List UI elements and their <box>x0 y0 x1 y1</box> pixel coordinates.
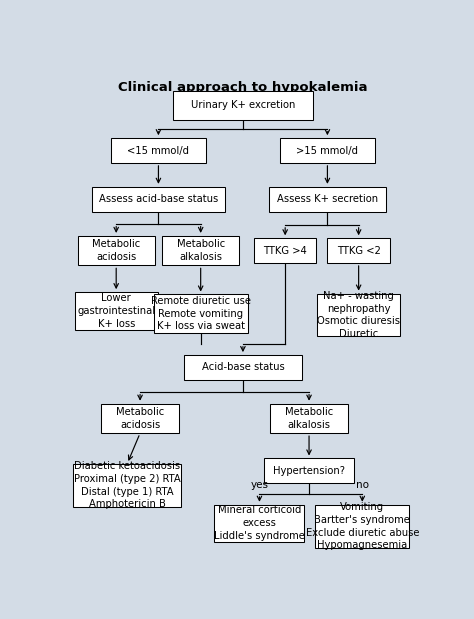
FancyBboxPatch shape <box>316 504 409 548</box>
Text: no: no <box>356 480 369 490</box>
Text: Urinary K+ excretion: Urinary K+ excretion <box>191 100 295 110</box>
FancyBboxPatch shape <box>110 138 206 163</box>
Text: Hypertension?: Hypertension? <box>273 466 345 476</box>
Text: Metabolic
alkalosis: Metabolic alkalosis <box>176 239 225 262</box>
Text: TTKG >4: TTKG >4 <box>263 246 307 256</box>
FancyBboxPatch shape <box>92 187 225 212</box>
Text: Lower
gastrointestinal
K+ loss: Lower gastrointestinal K+ loss <box>77 293 155 329</box>
FancyBboxPatch shape <box>317 293 400 336</box>
Text: Metabolic
acidosis: Metabolic acidosis <box>116 407 164 430</box>
FancyBboxPatch shape <box>269 187 386 212</box>
Text: Metabolic
alkalosis: Metabolic alkalosis <box>285 407 333 430</box>
Text: >15 mmol/d: >15 mmol/d <box>296 145 358 155</box>
FancyBboxPatch shape <box>184 355 301 380</box>
Text: Remote diuretic use
Remote vomiting
K+ loss via sweat: Remote diuretic use Remote vomiting K+ l… <box>151 296 251 331</box>
Text: Na+ - wasting
nephropathy
Osmotic diuresis
Diuretic: Na+ - wasting nephropathy Osmotic diures… <box>317 291 400 339</box>
FancyBboxPatch shape <box>254 238 317 263</box>
Text: yes: yes <box>250 480 268 490</box>
Text: Vomiting
Bartter's syndrome
Exclude diuretic abuse
Hypomagnesemia: Vomiting Bartter's syndrome Exclude diur… <box>306 502 419 550</box>
FancyBboxPatch shape <box>264 459 354 483</box>
Text: Mineral corticoid
excess
Liddle's syndrome: Mineral corticoid excess Liddle's syndro… <box>214 506 305 541</box>
Text: TTKG <2: TTKG <2 <box>337 246 381 256</box>
FancyBboxPatch shape <box>78 236 155 266</box>
FancyBboxPatch shape <box>214 504 304 542</box>
FancyBboxPatch shape <box>173 91 313 119</box>
Text: Metabolic
acidosis: Metabolic acidosis <box>92 239 140 262</box>
FancyBboxPatch shape <box>162 236 239 266</box>
FancyBboxPatch shape <box>73 464 182 506</box>
Text: <15 mmol/d: <15 mmol/d <box>128 145 190 155</box>
FancyBboxPatch shape <box>75 292 157 330</box>
FancyBboxPatch shape <box>101 404 179 433</box>
Text: Clinical approach to hypokalemia: Clinical approach to hypokalemia <box>118 82 368 95</box>
Text: Assess acid-base status: Assess acid-base status <box>99 194 218 204</box>
Text: Assess K+ secretion: Assess K+ secretion <box>277 194 378 204</box>
FancyBboxPatch shape <box>154 295 247 332</box>
FancyBboxPatch shape <box>328 238 390 263</box>
Text: Diabetic ketoacidosis
Proximal (type 2) RTA
Distal (type 1) RTA
Amphotericin B: Diabetic ketoacidosis Proximal (type 2) … <box>74 461 181 509</box>
FancyBboxPatch shape <box>280 138 375 163</box>
Text: Acid-base status: Acid-base status <box>201 362 284 373</box>
FancyBboxPatch shape <box>271 404 347 433</box>
